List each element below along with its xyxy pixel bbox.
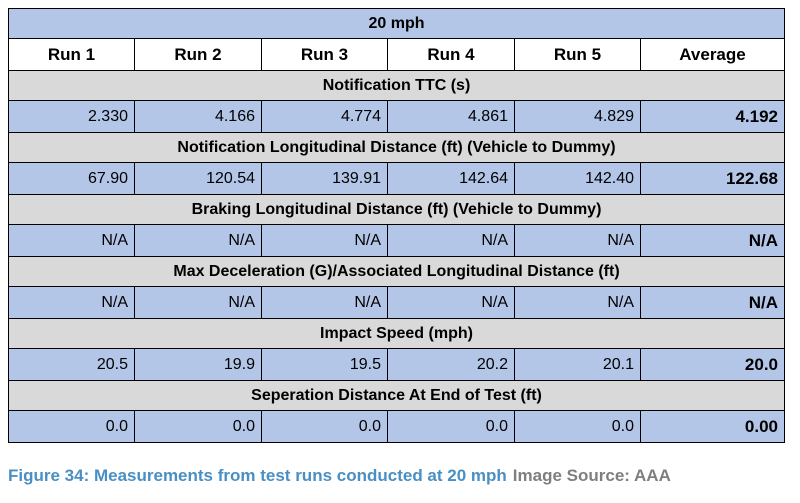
- run-value: N/A: [387, 224, 515, 257]
- value-row: 2.330 4.166 4.774 4.861 4.829 4.192: [8, 100, 786, 133]
- run-value: 4.829: [514, 100, 641, 133]
- section-title: Max Deceleration (G)/Associated Longitud…: [7, 256, 786, 287]
- title-row: 20 mph: [7, 8, 786, 39]
- image-source: Image Source: AAA: [512, 466, 671, 485]
- value-row: N/A N/A N/A N/A N/A N/A: [8, 286, 786, 319]
- header-row: Run 1 Run 2 Run 3 Run 4 Run 5 Average: [8, 38, 786, 71]
- section-title: Notification Longitudinal Distance (ft) …: [7, 132, 786, 163]
- run-value: N/A: [261, 224, 388, 257]
- average-value: 20.0: [639, 348, 786, 381]
- run-value: N/A: [261, 286, 388, 319]
- run-value: 0.0: [134, 410, 262, 443]
- average-value: 0.00: [639, 410, 786, 443]
- column-header: Run 4: [387, 38, 515, 71]
- average-value: N/A: [639, 286, 786, 319]
- section-row: Max Deceleration (G)/Associated Longitud…: [7, 256, 786, 287]
- run-value: 19.5: [261, 348, 388, 381]
- column-header: Run 3: [261, 38, 388, 71]
- results-table: 20 mph Run 1 Run 2 Run 3 Run 4 Run 5 Average …: [7, 8, 786, 443]
- run-value: 20.2: [387, 348, 515, 381]
- run-value: N/A: [514, 286, 641, 319]
- run-value: 4.774: [261, 100, 388, 133]
- run-value: N/A: [387, 286, 515, 319]
- section-row: Seperation Distance At End of Test (ft): [7, 380, 786, 411]
- section-title: Impact Speed (mph): [7, 318, 786, 349]
- value-row: 20.5 19.9 19.5 20.2 20.1 20.0: [8, 348, 786, 381]
- table-wrap: 20 mph Run 1 Run 2 Run 3 Run 4 Run 5 Average …: [7, 8, 786, 443]
- run-value: 20.5: [8, 348, 135, 381]
- column-header: Average: [639, 38, 786, 71]
- run-value: 19.9: [134, 348, 262, 381]
- run-value: 0.0: [514, 410, 641, 443]
- section-title: Braking Longitudinal Distance (ft) (Vehi…: [7, 194, 786, 225]
- section-row: Braking Longitudinal Distance (ft) (Vehi…: [7, 194, 786, 225]
- caption-text: Figure 34: Measurements from test runs c…: [8, 466, 507, 485]
- section-row: Notification Longitudinal Distance (ft) …: [7, 132, 786, 163]
- run-value: 20.1: [514, 348, 641, 381]
- run-value: 142.64: [387, 162, 515, 195]
- run-value: N/A: [8, 224, 135, 257]
- section-row: Impact Speed (mph): [7, 318, 786, 349]
- run-value: 139.91: [261, 162, 388, 195]
- run-value: N/A: [514, 224, 641, 257]
- run-value: N/A: [134, 286, 262, 319]
- run-value: 4.861: [387, 100, 515, 133]
- column-header: Run 2: [134, 38, 262, 71]
- section-title: Notification TTC (s): [7, 70, 786, 101]
- run-value: 4.166: [134, 100, 262, 133]
- run-value: 0.0: [8, 410, 135, 443]
- section-row: Notification TTC (s): [7, 70, 786, 101]
- value-row: 67.90 120.54 139.91 142.64 142.40 122.68: [8, 162, 786, 195]
- run-value: 67.90: [8, 162, 135, 195]
- run-value: 0.0: [261, 410, 388, 443]
- run-value: 120.54: [134, 162, 262, 195]
- average-value: 4.192: [639, 100, 786, 133]
- section-title: Seperation Distance At End of Test (ft): [7, 380, 786, 411]
- run-value: N/A: [8, 286, 135, 319]
- table-title: 20 mph: [7, 8, 786, 39]
- value-row: N/A N/A N/A N/A N/A N/A: [8, 224, 786, 257]
- caption: Figure 34: Measurements from test runs c…: [8, 466, 671, 486]
- column-header: Run 5: [514, 38, 641, 71]
- run-value: 2.330: [8, 100, 135, 133]
- value-row: 0.0 0.0 0.0 0.0 0.0 0.00: [8, 410, 786, 443]
- average-value: 122.68: [639, 162, 786, 195]
- average-value: N/A: [639, 224, 786, 257]
- table-body: 20 mph Run 1 Run 2 Run 3 Run 4 Run 5 Average …: [7, 8, 786, 443]
- column-header: Run 1: [8, 38, 135, 71]
- run-value: 0.0: [387, 410, 515, 443]
- run-value: 142.40: [514, 162, 641, 195]
- run-value: N/A: [134, 224, 262, 257]
